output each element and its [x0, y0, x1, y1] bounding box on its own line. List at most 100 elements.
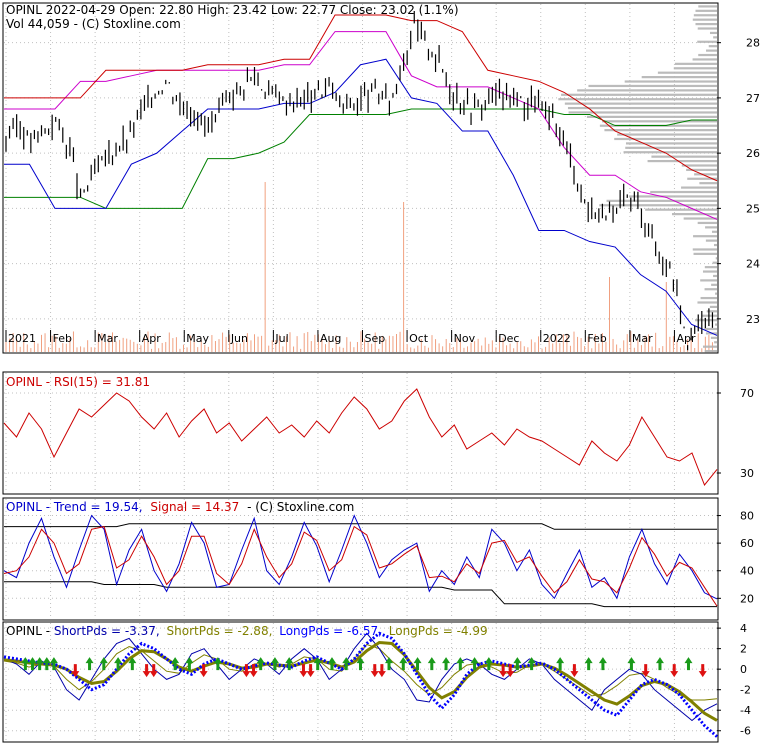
- trend-title-signal: Signal = 14.37: [150, 500, 239, 514]
- signal-line: [3, 525, 718, 607]
- volume-profile-bar: [588, 84, 717, 88]
- trend-upper-band: [4, 523, 717, 530]
- volume-profile-bar: [647, 159, 717, 163]
- volume-profile-bar: [641, 76, 717, 79]
- volume-profile-bar: [692, 58, 717, 61]
- volume-profile-bar: [700, 296, 717, 300]
- indicator-lines-layer: [4, 14, 718, 336]
- trend-title-trend: OPINL - Trend = 19.54,: [6, 500, 143, 514]
- buy-arrow-icon: [655, 657, 664, 671]
- volume-profile-bar: [681, 164, 717, 167]
- volume-profile-bar: [624, 80, 717, 83]
- volume-profile-bar: [702, 270, 717, 273]
- volume-profile-bar: [704, 266, 717, 269]
- volume-profile-bar: [623, 151, 717, 154]
- price-tick-label: 27: [746, 92, 760, 105]
- trend-tick-label: 80: [740, 510, 754, 523]
- volume-profile-bar: [625, 142, 717, 145]
- trend-tick-label: 60: [740, 537, 754, 550]
- price-line-red: [4, 14, 718, 182]
- volume-profile-bar: [697, 40, 717, 43]
- volume-profile-bar: [698, 5, 717, 8]
- volume-profile-bar: [705, 239, 717, 242]
- buy-arrow-icon: [356, 657, 365, 671]
- month-label: Dec: [498, 332, 519, 345]
- month-label: Aug: [320, 332, 341, 345]
- sell-arrow-icon: [149, 664, 158, 678]
- sell-arrow-icon: [299, 664, 308, 678]
- volume-profile-bar: [681, 186, 717, 189]
- buy-arrow-icon: [456, 657, 465, 671]
- volume-profile-bar: [699, 182, 717, 185]
- pds-tick-label: -6: [740, 725, 751, 738]
- trend-panel-frame: [2, 497, 719, 621]
- pds-tick-label: 0: [740, 663, 747, 676]
- volume-profile-bar: [693, 252, 717, 255]
- buy-arrow-icon: [556, 657, 565, 671]
- volume-profile-bar: [706, 310, 717, 313]
- buy-arrow-icon: [171, 657, 180, 671]
- signal-arrow-layer: [21, 657, 707, 678]
- price-line-magenta: [4, 31, 718, 220]
- header-volume: Vol 44,059 - (C) Stoxline.com: [6, 17, 181, 31]
- volume-profile-bar: [713, 36, 717, 39]
- volume-profile-bar: [695, 319, 717, 322]
- volume-profile-bar: [625, 146, 717, 149]
- pds-title-long2: LongPds = -4.99: [389, 624, 488, 638]
- volume-profile-bar: [708, 45, 717, 48]
- sell-arrow-icon: [370, 664, 379, 678]
- pds-title-long1: LongPds = -6.57,: [279, 624, 382, 638]
- sell-arrow-icon: [499, 664, 508, 678]
- buy-arrow-icon: [85, 657, 94, 671]
- month-label: Jun: [230, 332, 248, 345]
- buy-arrow-icon: [313, 657, 322, 671]
- month-label: 2021: [8, 332, 36, 345]
- price-tick-label: 24: [746, 258, 760, 271]
- longpds-2-line: [3, 640, 718, 722]
- rsi-panel-frame: [2, 371, 719, 495]
- buy-arrow-icon: [327, 657, 336, 671]
- rsi-tick-label: 30: [740, 467, 754, 480]
- volume-profile-bar: [567, 106, 717, 110]
- buy-arrow-icon: [270, 657, 279, 671]
- sell-arrow-icon: [698, 664, 707, 678]
- price-line-blue: [4, 58, 718, 336]
- price-line-green: [4, 108, 717, 209]
- month-label: Feb: [53, 332, 72, 345]
- buy-arrow-icon: [21, 657, 30, 671]
- volume-profile-bar: [606, 199, 717, 202]
- pds-tick-label: -2: [740, 684, 751, 697]
- buy-arrow-icon: [413, 657, 422, 671]
- volume-profile-bar: [687, 177, 717, 180]
- price-tick-label: 23: [746, 313, 760, 326]
- buy-arrow-icon: [35, 657, 44, 671]
- buy-arrow-icon: [49, 657, 58, 671]
- month-label: Feb: [587, 332, 606, 345]
- series-layer: [3, 11, 718, 738]
- volume-profile-bar: [702, 314, 717, 317]
- sell-arrow-icon: [306, 664, 315, 678]
- sell-arrow-icon: [641, 664, 650, 678]
- volume-profile-bar: [694, 173, 717, 176]
- volume-profile-bar: [614, 137, 717, 141]
- pds-title-short1: ShortPds = -3.37,: [54, 624, 160, 638]
- pds-tick-label: 2: [740, 643, 747, 656]
- rsi-tick-label: 70: [740, 387, 754, 400]
- buy-arrow-icon: [598, 657, 607, 671]
- buy-arrow-icon: [99, 657, 108, 671]
- volume-profile-bar: [577, 89, 717, 92]
- volume-profile-bar: [602, 120, 717, 123]
- trend-lower-band: [4, 581, 717, 608]
- sell-arrow-icon: [199, 664, 208, 678]
- volume-profile-bar: [617, 133, 717, 136]
- buy-arrow-icon: [527, 657, 536, 671]
- volume-profile-bar: [692, 248, 717, 251]
- pds-title: OPINL - ShortPds = -3.37, ShortPds = -2.…: [6, 624, 488, 638]
- buy-arrow-icon: [213, 657, 222, 671]
- volume-profile-bar: [698, 53, 717, 57]
- volume-profile-bar: [692, 18, 717, 21]
- buy-arrow-icon: [114, 657, 123, 671]
- volume-profile-bar: [586, 115, 717, 118]
- volume-profile-bar: [628, 195, 717, 198]
